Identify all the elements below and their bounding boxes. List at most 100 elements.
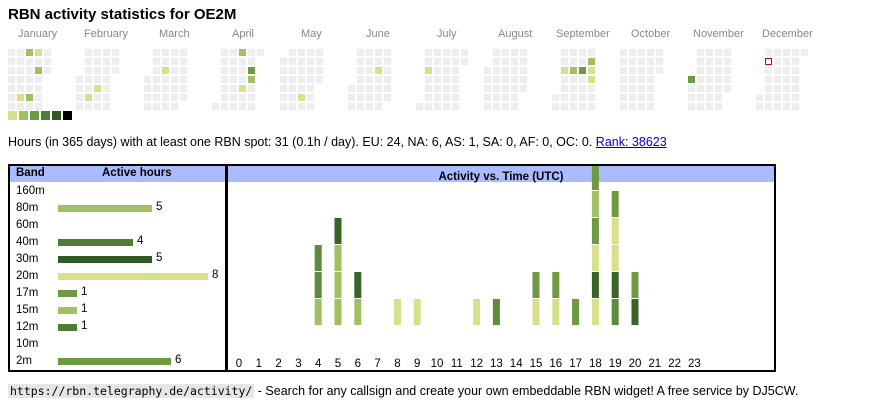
- calendar-day: [316, 58, 323, 65]
- calendar-day: [620, 76, 627, 83]
- calendar-day: [248, 49, 255, 56]
- calendar-day: [774, 58, 781, 65]
- calendar-day: [298, 85, 305, 92]
- activity-bar-segment: [473, 299, 481, 325]
- calendar-day: [94, 103, 101, 110]
- calendar-day: [724, 76, 731, 83]
- calendar-day: [76, 85, 83, 92]
- calendar-day: [493, 76, 500, 83]
- calendar-day: [221, 76, 228, 83]
- calendar-day: [35, 85, 42, 92]
- calendar-day: [366, 85, 373, 92]
- month-labels: January February March April May June July Augu…: [0, 28, 870, 42]
- calendar-day: [153, 49, 160, 56]
- calendar-day: [520, 85, 527, 92]
- calendar-day: [588, 94, 595, 101]
- calendar-day: [783, 94, 790, 101]
- calendar-day: [26, 67, 33, 74]
- calendar-day: [579, 67, 586, 74]
- calendar-day: [706, 49, 713, 56]
- calendar-day: [629, 85, 636, 92]
- band-row: 160m: [10, 183, 225, 200]
- activity-bar-segment: [413, 299, 421, 325]
- calendar-day: [230, 94, 237, 101]
- calendar-day: [153, 94, 160, 101]
- activity-bar-segment: [334, 218, 342, 244]
- calendar-day: [425, 67, 432, 74]
- legend-swatch: [52, 111, 61, 120]
- calendar-day: [502, 103, 509, 110]
- hour-tick-label: 14: [510, 358, 523, 370]
- calendar-day: [629, 103, 636, 110]
- calendar-day: [484, 85, 491, 92]
- band-row: 30m 5: [10, 251, 225, 268]
- calendar-day: [307, 67, 314, 74]
- calendar-day: [221, 49, 228, 56]
- activity-bar-segment: [591, 166, 599, 190]
- calendar-day: [26, 49, 33, 56]
- band-name: 20m: [16, 270, 39, 282]
- calendar-day: [162, 67, 169, 74]
- calendar-day: [452, 67, 459, 74]
- calendar-day: [792, 103, 799, 110]
- calendar-day: [801, 49, 808, 56]
- band-name: 12m: [16, 321, 39, 333]
- calendar-day: [212, 103, 219, 110]
- calendar-day: [307, 76, 314, 83]
- calendar-day: [434, 103, 441, 110]
- hours-column-header: Active hours: [102, 167, 172, 179]
- calendar-day: [765, 67, 772, 74]
- calendar-day: [588, 85, 595, 92]
- calendar-day: [144, 76, 151, 83]
- calendar-day: [511, 76, 518, 83]
- hour-tick-label: 2: [275, 358, 281, 370]
- calendar-day: [103, 94, 110, 101]
- calendar-day: [520, 76, 527, 83]
- calendar-day: [144, 94, 151, 101]
- month-label-october: October: [631, 28, 671, 40]
- calendar-day: [570, 58, 577, 65]
- calendar-day: [17, 103, 24, 110]
- calendar-day: [289, 94, 296, 101]
- calendar-day: [384, 49, 391, 56]
- calendar-day: [638, 67, 645, 74]
- calendar-day: [765, 58, 772, 65]
- activity-bar-segment: [532, 299, 540, 325]
- calendar-day: [715, 85, 722, 92]
- calendar-day: [484, 67, 491, 74]
- calendar-day: [493, 85, 500, 92]
- calendar-day: [366, 67, 373, 74]
- calendar-day: [765, 49, 772, 56]
- calendar-day: [425, 94, 432, 101]
- calendar-day: [443, 49, 450, 56]
- calendar-day: [620, 67, 627, 74]
- calendar-day: [44, 49, 51, 56]
- calendar-day: [248, 85, 255, 92]
- calendar-day: [461, 58, 468, 65]
- calendar-day: [502, 67, 509, 74]
- calendar-day: [162, 76, 169, 83]
- calendar-day: [697, 76, 704, 83]
- rank-link[interactable]: Rank: 38623: [595, 135, 667, 149]
- calendar-day: [493, 103, 500, 110]
- calendar-day: [493, 67, 500, 74]
- calendar-day: [94, 94, 101, 101]
- activity-bar-segment: [354, 272, 362, 298]
- band-hours-value: 6: [175, 354, 182, 366]
- activity-bar-segment: [572, 299, 580, 325]
- calendar-day: [230, 58, 237, 65]
- activity-bar-segment: [393, 299, 401, 325]
- calendar-day: [162, 85, 169, 92]
- calendar-day: [35, 67, 42, 74]
- hour-tick-label: 9: [414, 358, 420, 370]
- calendar-day: [452, 94, 459, 101]
- calendar-day: [239, 49, 246, 56]
- calendar-day: [756, 103, 763, 110]
- calendar-day: [17, 94, 24, 101]
- hour-tick-label: 20: [629, 358, 642, 370]
- calendar-day: [434, 49, 441, 56]
- calendar-day: [298, 67, 305, 74]
- hour-tick-label: 19: [609, 358, 622, 370]
- calendar-day: [579, 103, 586, 110]
- calendar-day: [171, 67, 178, 74]
